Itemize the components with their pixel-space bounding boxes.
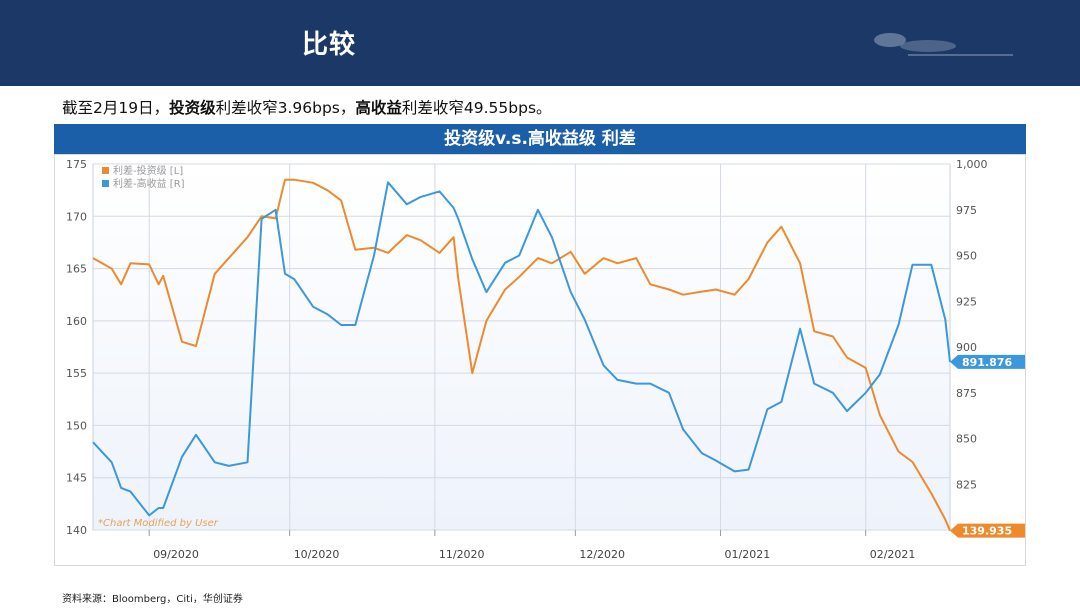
x-tick-label: 01/2021 bbox=[725, 548, 771, 561]
series-line-ig bbox=[92, 178, 951, 532]
left-tick-label: 150 bbox=[66, 419, 87, 432]
x-tick-label: 12/2020 bbox=[579, 548, 625, 561]
end-label-ig: 139.935 bbox=[962, 525, 1012, 538]
series-line-hy bbox=[92, 181, 951, 517]
legend-swatch-hy bbox=[102, 180, 109, 187]
right-tick-label: 975 bbox=[956, 204, 977, 217]
summary-bold-ig: 投资级 bbox=[169, 99, 216, 117]
right-tick-label: 900 bbox=[956, 341, 977, 354]
right-tick-label: 950 bbox=[956, 250, 977, 263]
grid-lines bbox=[93, 163, 950, 531]
left-tick-label: 175 bbox=[66, 158, 87, 171]
summary-bold-hy: 高收益 bbox=[355, 99, 402, 117]
source-note: 资料来源：Bloomberg，Citi，华创证券 bbox=[62, 594, 243, 605]
end-label-bg-ig bbox=[950, 523, 1030, 538]
legend-label-ig: 利差-投资级 [L] bbox=[113, 164, 183, 177]
left-tick-label: 145 bbox=[66, 472, 87, 485]
x-axis-ticks: 09/2020 10/2020 11/2020 12/2020 01/2021 02/20… bbox=[148, 530, 916, 561]
summary-part-2: 利差收窄3.96bps， bbox=[215, 99, 356, 117]
legend-swatch-ig bbox=[102, 167, 109, 174]
right-tick-label: 875 bbox=[956, 387, 977, 400]
page-title: 比较 bbox=[302, 30, 357, 60]
chart-legend: 利差-投资级 [L] 利差-高收益 [R] bbox=[102, 164, 185, 190]
left-tick-label: 160 bbox=[66, 315, 87, 328]
x-tick-label: 11/2020 bbox=[439, 548, 485, 561]
chart-title-banner: 投资级v.s.高收益级 利差 bbox=[54, 124, 1026, 154]
summary-text: 截至2月19日，投资级利差收窄3.96bps，高收益利差收窄49.55bps。 bbox=[62, 96, 552, 118]
left-tick-label: 155 bbox=[66, 367, 87, 380]
right-tick-label: 850 bbox=[956, 433, 977, 446]
end-label-hy: 891.876 bbox=[962, 356, 1012, 369]
series-lines bbox=[92, 178, 951, 532]
x-tick-label: 02/2021 bbox=[870, 548, 916, 561]
brand-logo-icon bbox=[874, 33, 1013, 56]
x-tick-label: 09/2020 bbox=[153, 548, 199, 561]
right-tick-label: 925 bbox=[956, 295, 977, 308]
right-axis-ticks: 8008258508759009259509751,000 bbox=[956, 158, 988, 537]
chart-watermark: *Chart Modified by User bbox=[98, 518, 219, 529]
left-axis-ticks: 140 145 150 155 160 165 170 175 bbox=[66, 158, 87, 537]
header-bar: 比较 bbox=[0, 0, 1080, 86]
left-tick-label: 165 bbox=[66, 263, 87, 276]
end-label-bg-hy bbox=[950, 354, 1030, 369]
end-value-labels: 139.935 891.876 bbox=[950, 354, 1030, 538]
left-tick-label: 170 bbox=[66, 210, 87, 223]
x-tick-label: 10/2020 bbox=[294, 548, 340, 561]
summary-part-1: 截至2月19日， bbox=[62, 99, 170, 117]
plot-area bbox=[92, 163, 951, 531]
summary-part-3: 利差收窄49.55bps。 bbox=[401, 99, 552, 117]
right-tick-label: 1,000 bbox=[956, 158, 988, 171]
right-tick-label: 825 bbox=[956, 478, 977, 491]
left-tick-label: 140 bbox=[66, 524, 87, 537]
legend-label-hy: 利差-高收益 [R] bbox=[113, 177, 185, 190]
